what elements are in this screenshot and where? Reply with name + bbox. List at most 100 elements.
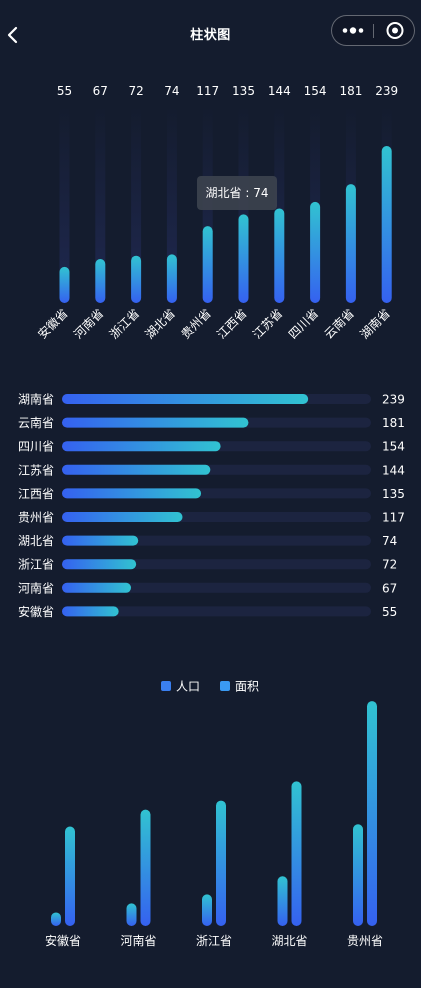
data-label: 239 <box>375 84 398 98</box>
data-label: 72 <box>382 558 397 572</box>
bar[interactable] <box>62 417 249 428</box>
legend-label: 人口 <box>176 680 200 694</box>
vertical-bar-chart: 55 安徽省 67 河南省 72 浙江省 74 湖北省 117 贵州省 135 江西省 144 江苏省 15… <box>0 66 421 366</box>
category-label: 贵州省 <box>347 934 383 948</box>
data-label: 74 <box>382 534 397 548</box>
more-button[interactable] <box>332 16 373 45</box>
grouped-bar-chart: 人口 面积 安徽省 河南省 浙江省 湖北省 贵州省 <box>0 670 421 970</box>
bar-area[interactable] <box>291 781 302 926</box>
target-icon <box>386 22 404 39</box>
bar[interactable] <box>202 226 213 303</box>
data-label: 144 <box>382 463 405 477</box>
bar-track <box>62 559 371 570</box>
category-label: 安徽省 <box>18 604 54 619</box>
bar[interactable] <box>131 255 142 303</box>
bar-population[interactable] <box>126 903 137 926</box>
bar[interactable] <box>62 488 202 499</box>
bar-track <box>62 535 371 546</box>
bar[interactable] <box>62 512 183 522</box>
bar-area[interactable] <box>216 800 226 926</box>
data-label: 154 <box>304 84 327 98</box>
category-label: 贵州省 <box>178 306 213 341</box>
data-label: 55 <box>57 84 72 98</box>
category-label: 云南省 <box>321 306 357 342</box>
bar-track <box>62 582 371 593</box>
bar[interactable] <box>62 394 309 404</box>
bar-track <box>166 106 177 303</box>
category-label: 云南省 <box>18 415 54 430</box>
bar-area[interactable] <box>140 809 151 926</box>
bar[interactable] <box>62 535 139 546</box>
capsule-divider <box>373 24 374 38</box>
bar-area[interactable] <box>367 701 377 926</box>
data-label: 74 <box>164 84 179 98</box>
category-label: 河南省 <box>18 580 54 595</box>
data-label: 67 <box>93 84 108 98</box>
data-label: 154 <box>382 440 405 454</box>
data-label: 135 <box>382 487 405 501</box>
page-title: 柱状图 <box>190 28 231 43</box>
category-label: 安徽省 <box>45 933 81 948</box>
category-label: 湖南省 <box>18 392 54 407</box>
bar-track <box>59 106 70 303</box>
bar[interactable] <box>62 582 132 593</box>
mini-program-capsule <box>331 15 415 46</box>
navigation-bar: 柱状图 <box>0 0 421 66</box>
category-label: 安徽省 <box>35 306 71 342</box>
bar-track <box>62 606 371 617</box>
more-dots-icon <box>342 27 364 34</box>
category-label: 江西省 <box>18 487 54 501</box>
bar[interactable] <box>62 464 211 475</box>
category-label: 四川省 <box>286 306 321 341</box>
category-label: 浙江省 <box>18 558 54 572</box>
bar[interactable] <box>62 441 221 452</box>
legend-swatch[interactable] <box>161 681 171 691</box>
data-label: 117 <box>382 511 405 525</box>
bar[interactable] <box>95 259 106 303</box>
data-label: 55 <box>382 605 397 619</box>
bar-population[interactable] <box>353 824 363 926</box>
legend-label: 面积 <box>235 680 259 694</box>
bar[interactable] <box>238 214 249 303</box>
bar[interactable] <box>381 146 392 303</box>
category-label: 湖南省 <box>357 306 393 342</box>
category-label: 江西省 <box>214 306 249 341</box>
chart-tooltip: 湖北省 : 74 <box>197 176 277 210</box>
bar[interactable] <box>62 606 119 617</box>
bar-area[interactable] <box>65 826 75 926</box>
category-label: 河南省 <box>70 306 106 342</box>
bar-population[interactable] <box>202 894 212 926</box>
data-label: 144 <box>268 84 291 98</box>
bar-population[interactable] <box>51 912 61 926</box>
chevron-left-icon <box>7 26 18 44</box>
category-label: 浙江省 <box>107 306 142 341</box>
category-label: 江苏省 <box>250 306 285 341</box>
back-button[interactable] <box>2 20 28 50</box>
vertical-bar-chart-svg: 55 安徽省 67 河南省 72 浙江省 74 湖北省 117 贵州省 135 江西省 144 江苏省 15… <box>35 84 399 342</box>
category-label: 贵州省 <box>18 511 54 525</box>
bar[interactable] <box>274 208 285 303</box>
legend: 人口 面积 <box>161 680 259 694</box>
data-label: 181 <box>382 416 405 430</box>
bar[interactable] <box>345 184 356 303</box>
bar-population[interactable] <box>277 876 288 926</box>
category-label: 湖北省 <box>142 306 178 342</box>
data-label: 239 <box>382 393 405 407</box>
bar[interactable] <box>166 254 177 303</box>
horizontal-bar-chart-svg: 湖南省 239 云南省 181 四川省 154 江苏省 144 江西省 135 贵州省 117 湖北省 7… <box>18 392 405 619</box>
close-button[interactable] <box>374 16 415 45</box>
data-label: 67 <box>382 581 397 595</box>
legend-swatch[interactable] <box>220 681 230 691</box>
bar[interactable] <box>62 559 137 570</box>
category-label: 四川省 <box>18 440 54 454</box>
bar[interactable] <box>310 201 321 303</box>
category-label: 湖北省 <box>271 933 307 948</box>
bar[interactable] <box>59 266 70 303</box>
category-label: 湖北省 <box>18 533 54 548</box>
bar-track <box>95 106 106 303</box>
horizontal-bar-chart: 湖南省 239 云南省 181 四川省 154 江苏省 144 江西省 135 贵州省 117 湖北省 7… <box>0 380 421 630</box>
data-label: 135 <box>232 84 255 98</box>
data-label: 117 <box>196 84 219 98</box>
category-label: 浙江省 <box>196 934 232 948</box>
